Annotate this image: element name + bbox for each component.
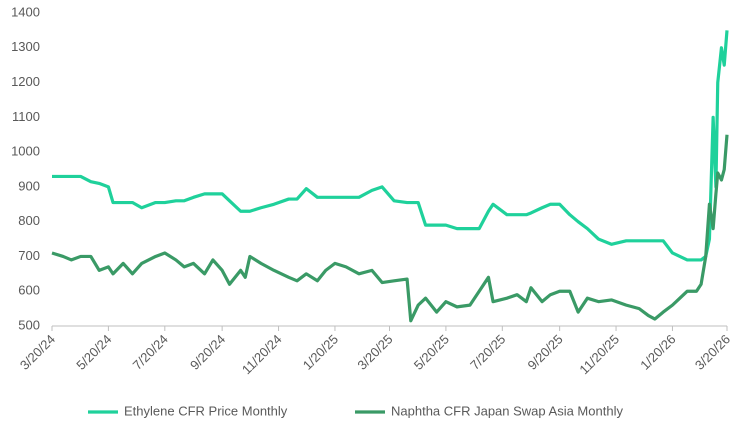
x-tick-label: 11/20/24 (239, 332, 285, 378)
x-tick-label: 3/20/24 (17, 332, 58, 373)
y-tick-label: 1100 (12, 109, 40, 124)
x-tick-label: 9/20/25 (524, 332, 565, 373)
x-tick-label: 11/20/25 (576, 332, 622, 378)
y-tick-label: 1000 (11, 144, 40, 159)
x-tick-label: 9/20/24 (187, 332, 228, 373)
series-line (51, 134, 729, 323)
x-tick-label: 5/20/24 (73, 332, 114, 373)
legend: Ethylene CFR Price Monthly Naphtha CFR Ja… (88, 403, 623, 418)
series-line (52, 30, 729, 262)
y-tick-label: 900 (18, 178, 40, 193)
y-tick-label: 700 (18, 248, 40, 263)
x-tick-label: 3/20/26 (692, 332, 733, 373)
y-tick-label: 1300 (11, 39, 40, 54)
y-tick-label: 500 (18, 317, 40, 332)
legend-label: Ethylene CFR Price Monthly (124, 403, 288, 418)
x-tick-label: 3/20/25 (354, 332, 395, 373)
y-tick-label: 1400 (11, 4, 40, 19)
x-tick-label: 1/20/25 (300, 332, 341, 373)
x-tick-label: 1/20/26 (637, 332, 678, 373)
y-tick-label: 600 (18, 283, 40, 298)
legend-label: Naphtha CFR Japan Swap Asia Monthly (391, 403, 623, 418)
x-tick-label: 7/20/24 (130, 332, 171, 373)
x-tick-label: 7/20/25 (467, 332, 508, 373)
y-tick-label: 1200 (11, 74, 40, 89)
y-tick-label: 800 (18, 213, 40, 228)
x-tick-label: 5/20/25 (411, 332, 452, 373)
